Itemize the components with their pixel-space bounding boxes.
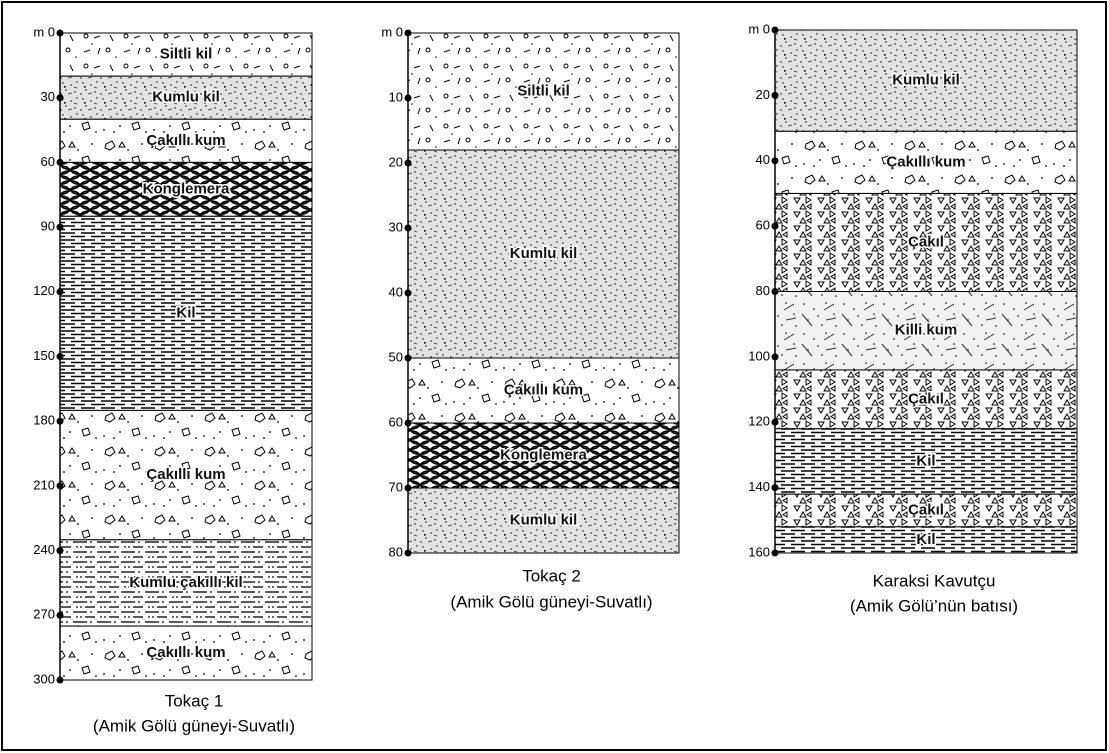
layer-label: Konglemera <box>143 180 230 197</box>
layer-label: Çakıllı kum <box>886 153 965 170</box>
tick-label: 60 <box>389 414 403 429</box>
tick-dot <box>772 27 779 34</box>
layer-label: Killi kum <box>895 322 958 339</box>
tick-label: 140 <box>748 479 770 494</box>
tick-dot <box>57 288 64 295</box>
tick-dot <box>405 30 412 37</box>
tick-dot <box>57 677 64 684</box>
tick-dot <box>57 224 64 231</box>
tick-dot <box>57 94 64 101</box>
tick-label: 120 <box>33 283 55 298</box>
column-title: Tokaç 1 <box>165 691 224 710</box>
tick-dot <box>405 95 412 102</box>
tick-label: 70 <box>389 479 403 494</box>
tick-label: 30 <box>41 89 55 104</box>
tick-dot <box>772 353 779 360</box>
tick-dot <box>772 550 779 557</box>
diagram: Siltli kil Kumlu kil Çakıllı kum Konglemera… <box>0 0 1109 753</box>
tick-label: 100 <box>748 348 770 363</box>
tick-label: 20 <box>756 87 770 102</box>
tick-dot <box>772 419 779 426</box>
tick-dot <box>57 482 64 489</box>
tick-label: 40 <box>389 284 403 299</box>
tick-label: 270 <box>33 607 55 622</box>
tick-label: 10 <box>389 89 403 104</box>
layer-label: Siltli kil <box>160 46 213 63</box>
tick-label: 40 <box>756 152 770 167</box>
tick-label: 60 <box>756 218 770 233</box>
tick-label: 60 <box>41 154 55 169</box>
tick-dot <box>405 290 412 297</box>
tick-dot <box>772 92 779 99</box>
tick-label: 30 <box>389 219 403 234</box>
tick-label: 210 <box>33 477 55 492</box>
column-title: Tokaç 2 <box>522 566 581 585</box>
tick-dot <box>57 612 64 619</box>
layer-label: Kil <box>916 531 935 548</box>
layer-label: Çakıl <box>908 501 944 518</box>
layer-label: Kumlu çakıllı kil <box>129 574 242 591</box>
layer-label: Kumlu kil <box>152 89 220 106</box>
layer-label: Kumlu kil <box>510 245 578 262</box>
tick-dot <box>772 288 779 295</box>
column-subtitle: (Amik Gölü güneyi-Suvatlı) <box>450 592 652 611</box>
tick-label: 300 <box>33 671 55 686</box>
tick-label: 150 <box>33 348 55 363</box>
tick-dot <box>57 547 64 554</box>
layer-label: Çakıllı kum <box>146 644 225 661</box>
tick-dot <box>57 353 64 360</box>
layer-label: Konglemera <box>500 446 587 463</box>
tick-dot <box>772 484 779 491</box>
tick-label: 120 <box>748 414 770 429</box>
tick-label: 90 <box>41 219 55 234</box>
tick-label: m 0 <box>33 24 55 39</box>
tick-label: 240 <box>33 542 55 557</box>
tick-dot <box>405 355 412 362</box>
layer-label: Çakıllı kum <box>146 132 225 149</box>
tick-dot <box>772 223 779 230</box>
layer-label: Çakıl <box>908 233 944 250</box>
tick-label: 160 <box>748 544 770 559</box>
tick-dot <box>405 225 412 232</box>
tick-dot <box>405 485 412 492</box>
column-subtitle: (Amik Gölü’nün batısı) <box>850 596 1018 615</box>
tick-label: 80 <box>756 283 770 298</box>
layer-label: Çakıl <box>908 390 944 407</box>
tick-label: m 0 <box>381 24 403 39</box>
layer-label: Çakıllı kum <box>504 381 583 398</box>
tick-dot <box>405 160 412 167</box>
layer-label: Çakıllı kum <box>146 466 225 483</box>
layer-label: Kumlu kil <box>510 511 578 528</box>
tick-dot <box>57 418 64 425</box>
tick-label: 80 <box>389 544 403 559</box>
tick-dot <box>405 550 412 557</box>
column-subtitle: (Amik Gölü güneyi-Suvatlı) <box>93 716 295 735</box>
column-title: Karaksi Kavutçu <box>873 571 996 590</box>
tick-dot <box>57 159 64 166</box>
layer-label: Siltli kil <box>517 82 570 99</box>
tick-dot <box>57 30 64 37</box>
tick-label: m 0 <box>748 21 770 36</box>
tick-dot <box>772 157 779 164</box>
layer-label: Kil <box>916 452 935 469</box>
tick-label: 20 <box>389 154 403 169</box>
layer-label: Kil <box>176 304 195 321</box>
tick-label: 50 <box>389 349 403 364</box>
tick-dot <box>405 420 412 427</box>
tick-label: 180 <box>33 413 55 428</box>
layer-label: Kumlu kil <box>892 72 960 89</box>
